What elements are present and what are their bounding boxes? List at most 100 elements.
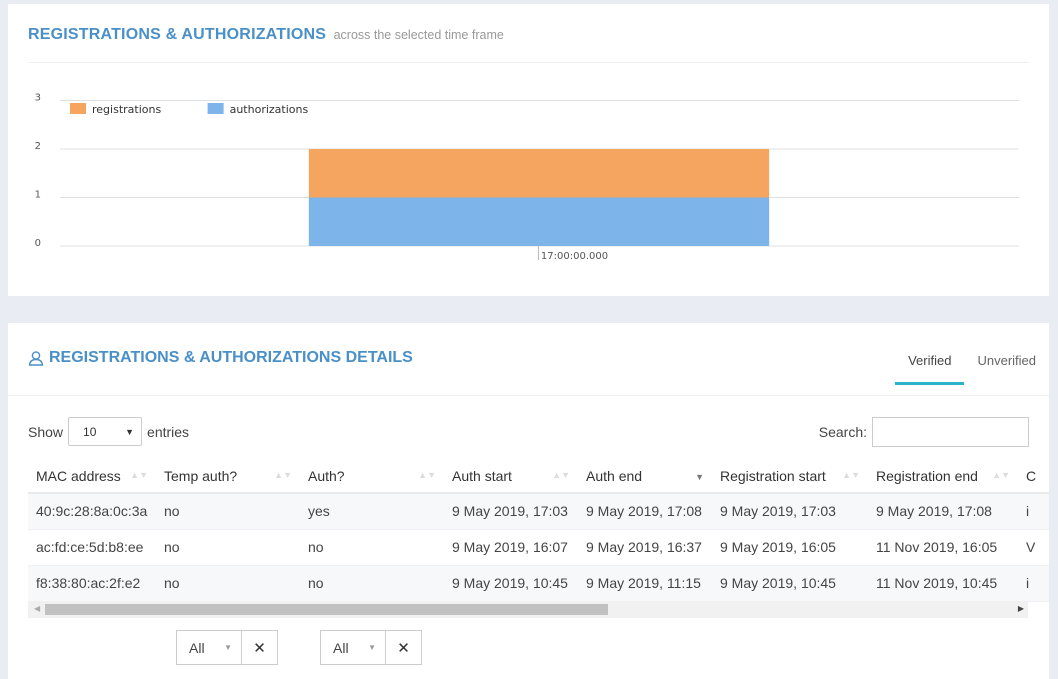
- column-header-truncated[interactable]: C: [1018, 459, 1049, 494]
- table-row[interactable]: ac:fd:ce:5d:b8:ee no no 9 May 2019, 16:07 9 …: [28, 529, 1049, 566]
- tab-verified[interactable]: Verified: [895, 345, 965, 385]
- table-cell: 9 May 2019, 10:45: [712, 565, 868, 602]
- column-header-label: Auth start: [452, 467, 512, 484]
- legend-label: registrations: [92, 103, 161, 116]
- entries-select-value: 10: [83, 424, 97, 439]
- entries-select[interactable]: 10 ▼: [68, 417, 143, 446]
- x-tick-label: 17:00:00.000: [541, 251, 608, 262]
- horizontal-scrollbar[interactable]: ◀ ▶: [28, 601, 1028, 618]
- table-cell: 9 May 2019, 17:08: [578, 493, 712, 530]
- entries-control: Show 10 ▼ entries: [28, 417, 189, 446]
- sort-descending-icon: ▼: [695, 472, 704, 482]
- column-filter-temp-auth: All ▼ ✕: [176, 630, 278, 665]
- tab-unverified[interactable]: Unverified: [977, 353, 1036, 368]
- table-row[interactable]: 40:9c:28:8a:0c:3a no yes 9 May 2019, 17:03 9…: [28, 493, 1049, 530]
- sort-icon: ▲▼: [842, 470, 860, 480]
- column-header-temp-auth[interactable]: Temp auth? ▲▼: [156, 459, 300, 494]
- table-cell: 9 May 2019, 17:03: [712, 493, 868, 530]
- search-label: Search:: [818, 424, 867, 440]
- table-cell: no: [300, 529, 444, 566]
- user-icon: [28, 351, 44, 366]
- filter-select-value: All: [189, 639, 205, 656]
- table-cell: 9 May 2019, 16:37: [578, 529, 712, 566]
- table-cell: no: [300, 565, 444, 602]
- column-header-label: Auth?: [308, 467, 345, 484]
- column-header-label: Registration end: [876, 467, 978, 484]
- table-cell: no: [156, 493, 300, 530]
- column-header-mac-address[interactable]: MAC address ▲▼: [28, 459, 156, 494]
- column-header-label: Registration start: [720, 467, 826, 484]
- table-cell: i: [1018, 493, 1049, 530]
- chart-subtitle: across the selected time frame: [333, 28, 504, 42]
- scrollbar-thumb[interactable]: [45, 604, 608, 615]
- column-header-auth[interactable]: Auth? ▲▼: [300, 459, 444, 494]
- table-cell: 9 May 2019, 17:08: [868, 493, 1018, 530]
- bar-authorizations: [308, 197, 770, 246]
- column-header-label: C: [1026, 467, 1037, 484]
- clear-filter-button[interactable]: ✕: [253, 639, 266, 657]
- table-cell: 40:9c:28:8a:0c:3a: [28, 493, 156, 530]
- y-tick-label: 1: [35, 190, 41, 201]
- legend-swatch: [207, 103, 224, 114]
- table-cell: no: [156, 529, 300, 566]
- legend-swatch: [70, 103, 86, 114]
- column-header-label: MAC address: [36, 467, 121, 484]
- table-cell: 9 May 2019, 16:07: [444, 529, 578, 566]
- details-title-wrap: REGISTRATIONS & AUTHORIZATIONS DETAILS: [28, 349, 413, 367]
- table-row[interactable]: f8:38:80:ac:2f:e2 no no 9 May 2019, 10:45 9 …: [28, 565, 1049, 602]
- clear-filter-button[interactable]: ✕: [397, 639, 410, 657]
- chart-panel: REGISTRATIONS & AUTHORIZATIONS across th…: [8, 4, 1049, 296]
- table-cell: V: [1018, 529, 1049, 566]
- search-control: Search:: [819, 417, 1029, 447]
- y-tick-label: 3: [35, 93, 41, 104]
- column-header-label: Auth end: [586, 467, 643, 484]
- scroll-right-icon[interactable]: ▶: [1017, 604, 1024, 613]
- table-cell: 9 May 2019, 16:05: [712, 529, 868, 566]
- filter-select-value: All: [333, 639, 349, 656]
- y-tick-label: 2: [35, 141, 41, 152]
- table-cell: f8:38:80:ac:2f:e2: [28, 565, 156, 602]
- table-cell: ac:fd:ce:5d:b8:ee: [28, 529, 156, 566]
- table-scroll-area: MAC address ▲▼ Temp auth? ▲▼ Auth? ▲▼ Auth …: [28, 459, 1049, 619]
- column-header-label: Temp auth?: [164, 467, 238, 484]
- caret-down-icon: ▼: [224, 643, 232, 652]
- legend-label: authorizations: [230, 103, 309, 116]
- sort-icon: ▲▼: [274, 470, 292, 480]
- table-cell: 11 Nov 2019, 16:05: [868, 529, 1018, 566]
- details-title: REGISTRATIONS & AUTHORIZATIONS DETAILS: [49, 349, 413, 366]
- sort-icon: ▲▼: [130, 470, 148, 480]
- chart-panel-title: REGISTRATIONS & AUTHORIZATIONS across th…: [28, 26, 504, 44]
- caret-down-icon: ▼: [125, 426, 135, 437]
- column-header-registration-end[interactable]: Registration end ▲▼: [868, 459, 1018, 494]
- table-cell: 11 Nov 2019, 10:45: [868, 565, 1018, 602]
- caret-down-icon: ▼: [368, 643, 376, 652]
- search-input[interactable]: [872, 417, 1029, 447]
- table-cell: no: [156, 565, 300, 602]
- table-cell: 9 May 2019, 10:45: [444, 565, 578, 602]
- table-body: 40:9c:28:8a:0c:3a no yes 9 May 2019, 17:03 9…: [28, 493, 1049, 602]
- table-header-row: MAC address ▲▼ Temp auth? ▲▼ Auth? ▲▼ Auth …: [28, 459, 1049, 494]
- y-tick-label: 0: [35, 238, 41, 249]
- scroll-left-icon[interactable]: ◀: [34, 604, 41, 613]
- sort-icon: ▲▼: [552, 470, 570, 480]
- chart-title: REGISTRATIONS & AUTHORIZATIONS: [28, 26, 327, 43]
- table-cell: i: [1018, 565, 1049, 602]
- column-header-auth-start[interactable]: Auth start ▲▼: [444, 459, 578, 494]
- filter-select[interactable]: All ▼: [177, 631, 242, 664]
- column-header-auth-end[interactable]: Auth end ▼: [578, 459, 712, 494]
- sort-icon: ▲▼: [418, 470, 436, 480]
- tab-bar: Verified Unverified: [895, 345, 1049, 387]
- divider: [8, 395, 1049, 396]
- table-cell: 9 May 2019, 17:03: [444, 493, 578, 530]
- column-filter-auth: All ▼ ✕: [320, 630, 422, 665]
- bar-registrations: [308, 149, 770, 198]
- column-header-registration-start[interactable]: Registration start ▲▼: [712, 459, 868, 494]
- filter-select[interactable]: All ▼: [321, 631, 386, 664]
- details-panel: REGISTRATIONS & AUTHORIZATIONS DETAILS V…: [8, 323, 1049, 679]
- show-label: Show: [28, 423, 64, 440]
- stacked-bar-chart: 0 1 2 3 17:00:00.000 registrations authorizati…: [35, 93, 1019, 262]
- table-cell: 9 May 2019, 11:15: [578, 565, 712, 602]
- details-table: MAC address ▲▼ Temp auth? ▲▼ Auth? ▲▼ Auth …: [28, 459, 1049, 602]
- sort-icon: ▲▼: [992, 470, 1010, 480]
- divider: [28, 62, 1029, 63]
